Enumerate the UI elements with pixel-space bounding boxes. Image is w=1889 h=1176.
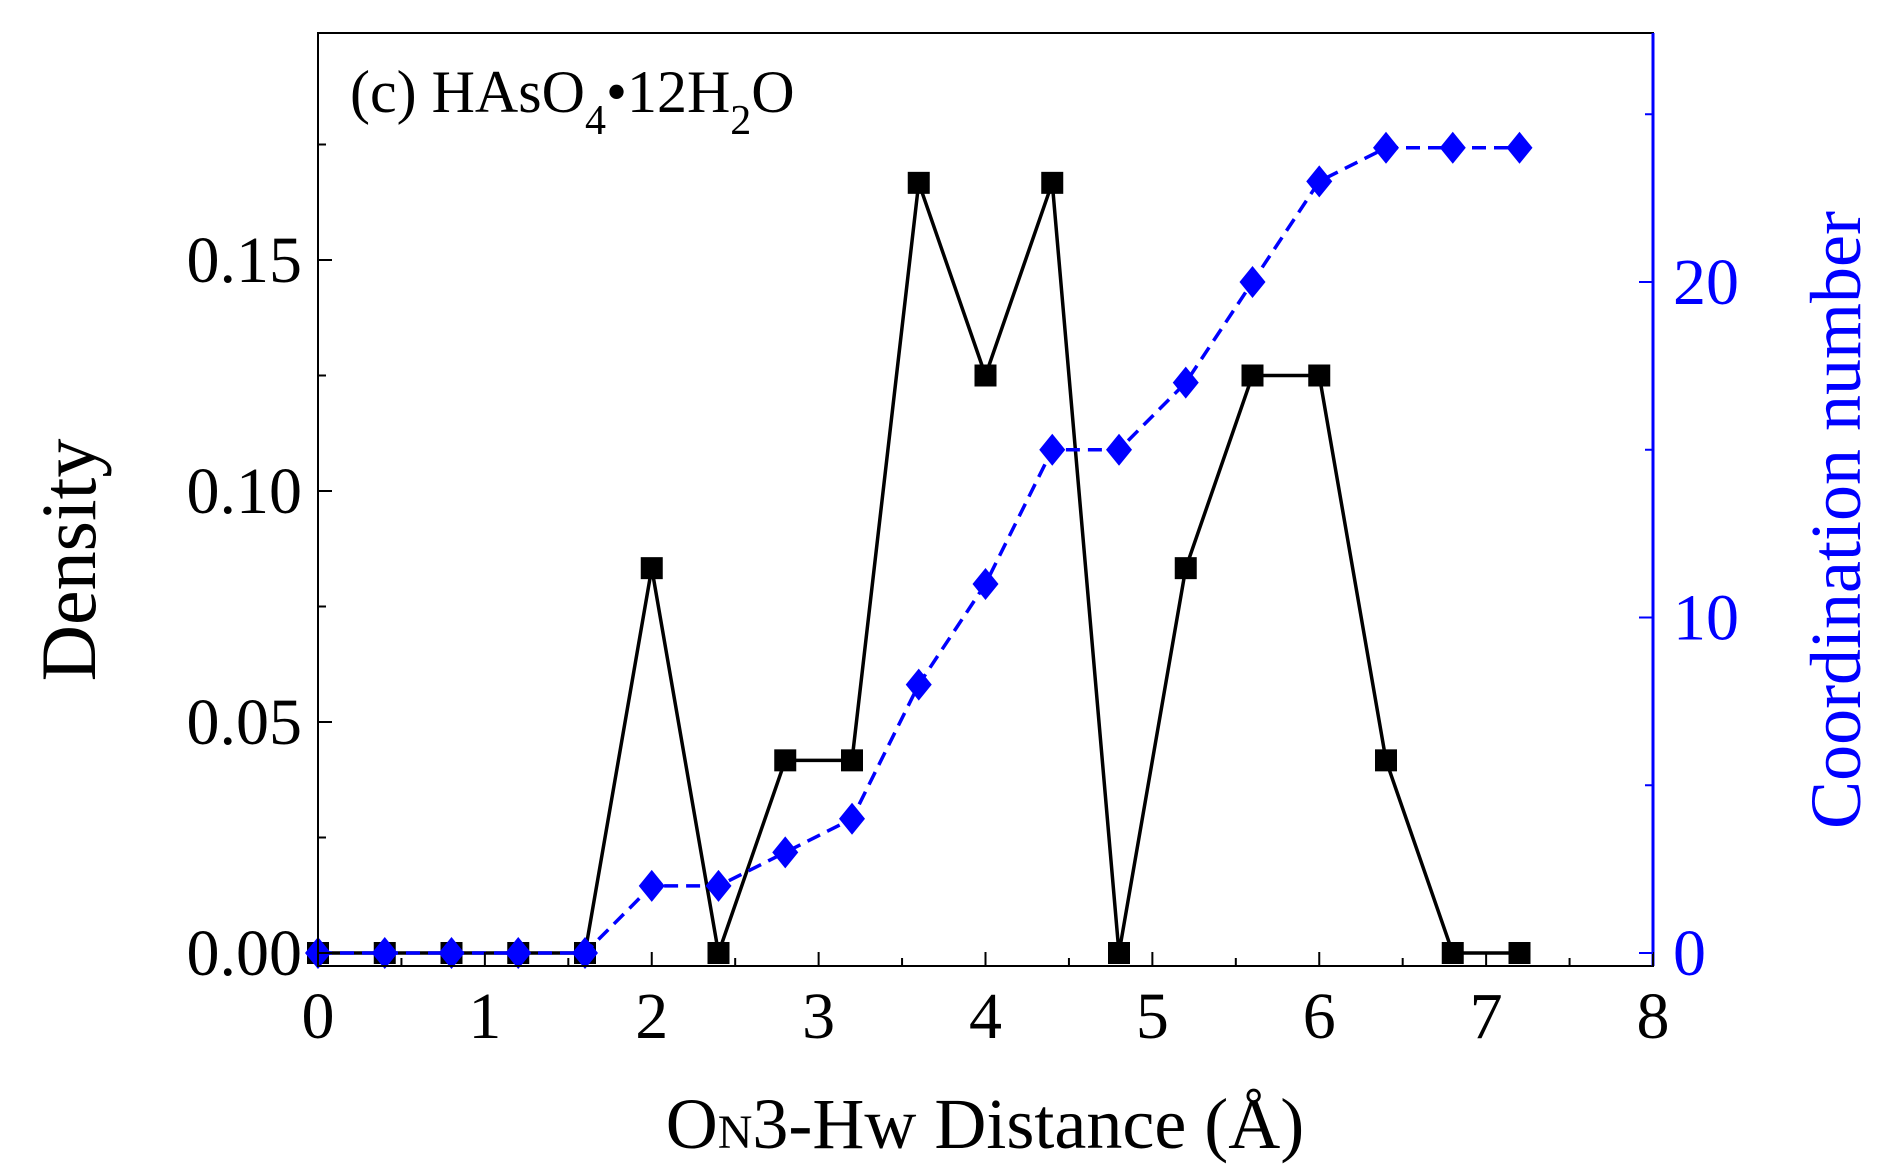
x-tick-label: 7 (1470, 980, 1503, 1053)
square-marker (1508, 942, 1531, 964)
square-marker (907, 171, 930, 194)
square-marker (1174, 557, 1197, 580)
diamond-marker (972, 567, 999, 600)
diamond-marker (1306, 165, 1333, 198)
y-tick-label: 0.00 (187, 917, 303, 990)
x-axis-label: ON3-Hw Distance (Å) (666, 1084, 1304, 1164)
square-marker (1241, 364, 1264, 387)
square-marker (1041, 171, 1064, 194)
square-marker (1108, 942, 1130, 964)
square-marker (707, 942, 730, 964)
y2-axis-label: Coordination number (1796, 211, 1876, 829)
diamond-marker (1439, 131, 1466, 164)
square-marker (1375, 749, 1397, 772)
x-tick-label: 0 (302, 980, 335, 1053)
square-marker (1441, 942, 1464, 964)
y2-tick-label: 20 (1673, 246, 1739, 319)
x-tick-label: 2 (635, 980, 668, 1053)
annotation-label: (c) HAsO4•12H2O (350, 59, 795, 144)
diamond-marker (438, 937, 465, 969)
x-tick-label: 5 (1136, 980, 1169, 1053)
diamond-marker (371, 937, 398, 969)
y-tick-label: 0.05 (187, 686, 303, 759)
x-tick-label: 1 (468, 980, 501, 1053)
diamond-marker (905, 668, 932, 701)
diamond-marker (839, 802, 865, 835)
diamond-marker (572, 937, 598, 969)
y-tick-label: 0.15 (187, 224, 303, 297)
diamond-marker (505, 937, 532, 969)
y2-tick-label: 0 (1673, 917, 1706, 990)
y2-tick-label: 10 (1673, 582, 1739, 655)
series-line-1 (318, 146, 1520, 955)
x-tick-label: 3 (802, 980, 835, 1053)
plot-frame (317, 32, 1654, 967)
diamond-marker (1106, 433, 1132, 466)
y-tick-label: 0.10 (187, 455, 303, 528)
diamond-marker (1039, 433, 1066, 466)
square-marker (774, 749, 797, 772)
diamond-marker (1172, 366, 1199, 399)
x-tick-label: 6 (1303, 980, 1336, 1053)
x-tick-label: 8 (1637, 980, 1670, 1053)
series-line-0 (318, 182, 1520, 955)
square-marker (1308, 364, 1331, 387)
x-tick-label: 4 (969, 980, 1002, 1053)
square-marker (841, 749, 863, 772)
square-marker (974, 364, 997, 387)
diamond-marker (1373, 131, 1399, 164)
diamond-marker (772, 836, 799, 869)
diamond-marker (1239, 266, 1266, 298)
diamond-marker (705, 869, 732, 902)
diamond-marker (1506, 131, 1533, 164)
y-axis-label: Density (25, 439, 112, 682)
square-marker (640, 557, 663, 580)
diamond-marker (638, 869, 665, 902)
